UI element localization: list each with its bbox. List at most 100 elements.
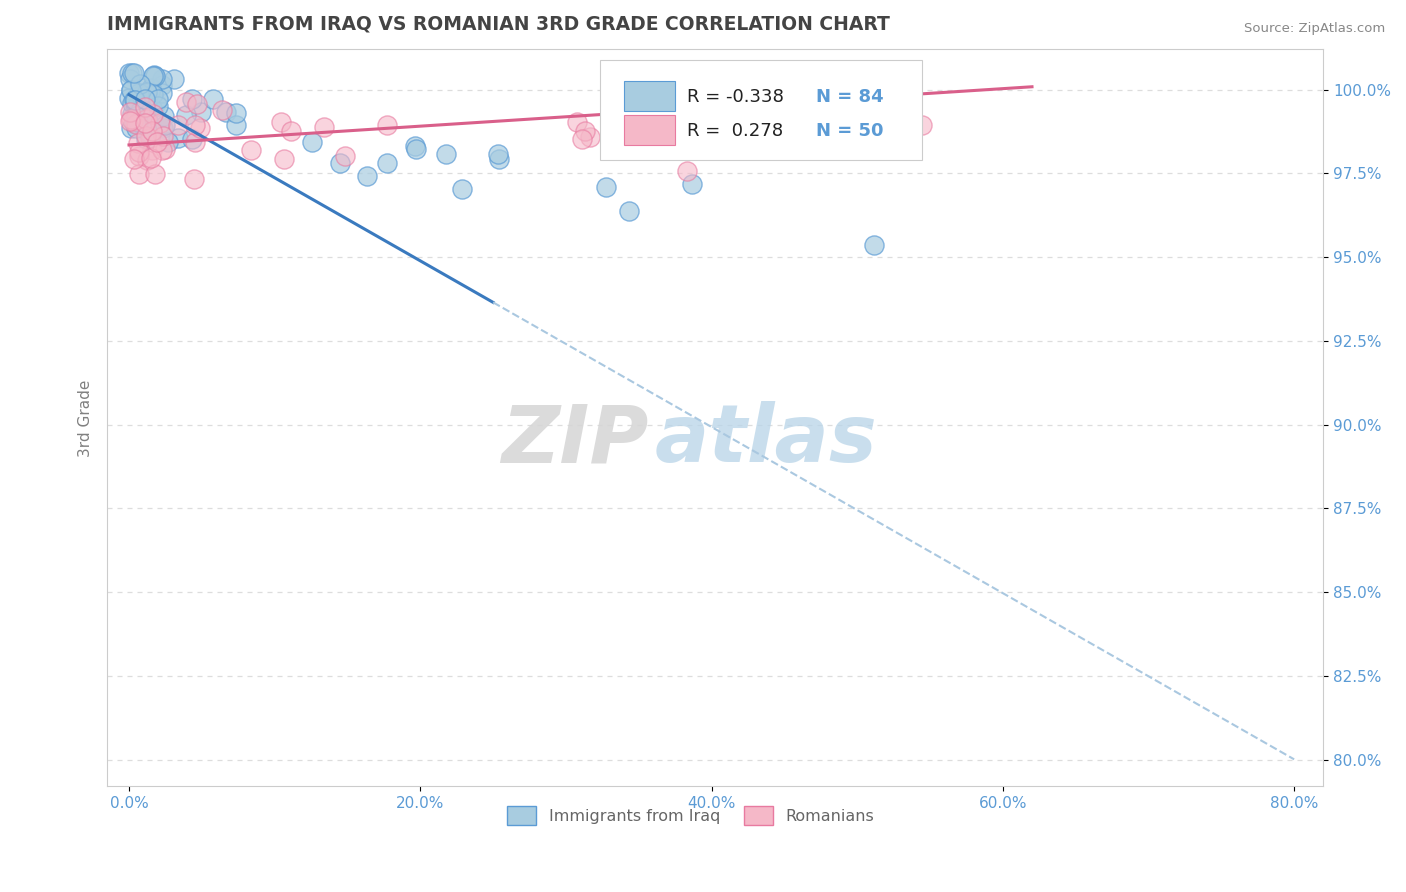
Point [603,140,626,154]
Point [488,153,510,167]
Point [125,120,148,135]
Text: R = -0.338: R = -0.338 [688,88,785,106]
Point [128,148,150,162]
Point [135,129,157,144]
Point [121,107,143,121]
Point [863,238,886,252]
Point [124,93,146,107]
Point [153,109,176,123]
Point [181,92,204,106]
Point [184,118,207,132]
Point [136,95,159,110]
Point [136,85,159,99]
Point [146,92,169,106]
Point [225,105,247,120]
Point [280,123,302,137]
Point [136,108,159,122]
Point [153,118,176,132]
Point [142,87,165,101]
Text: N = 50: N = 50 [815,122,883,140]
Text: N = 84: N = 84 [815,88,884,106]
Point [118,105,141,120]
Point [120,83,142,97]
Point [153,142,176,156]
Point [157,135,180,149]
Point [120,121,142,136]
Point [167,119,190,133]
Text: ZIP: ZIP [501,401,648,479]
Point [131,99,153,113]
Point [174,95,197,109]
Point [405,139,427,153]
Point [375,156,398,170]
Point [184,135,207,149]
Point [121,66,143,80]
Point [118,91,141,105]
Point [128,145,150,159]
Point [134,99,156,113]
Point [122,116,145,130]
Point [122,66,145,80]
Point [333,149,356,163]
Point [128,103,150,118]
Point [128,167,150,181]
FancyBboxPatch shape [624,115,675,145]
Point [150,72,173,87]
Point [121,96,143,111]
Point [273,152,295,166]
Point [312,120,335,135]
Point [486,146,509,161]
Point [571,132,593,146]
Point [131,121,153,136]
Point [676,163,699,178]
Point [356,169,378,183]
Point [135,102,157,116]
Point [375,118,398,132]
Point [565,115,588,129]
Point [125,100,148,114]
Point [329,156,352,170]
Legend: Immigrants from Iraq, Romanians: Immigrants from Iraq, Romanians [501,799,880,831]
Point [122,94,145,108]
Point [751,118,773,132]
Point [135,153,157,167]
Text: IMMIGRANTS FROM IRAQ VS ROMANIAN 3RD GRADE CORRELATION CHART: IMMIGRANTS FROM IRAQ VS ROMANIAN 3RD GRA… [107,15,890,34]
Point [141,80,163,95]
Point [143,167,166,181]
Point [673,103,696,117]
Point [180,132,202,146]
Point [138,120,160,134]
Point [141,124,163,138]
Point [434,146,457,161]
Point [120,83,142,97]
Point [135,132,157,146]
Point [579,130,602,145]
Point [183,171,205,186]
Point [595,179,617,194]
Point [125,109,148,123]
Point [240,143,263,157]
Point [682,88,704,103]
Point [270,115,292,129]
Point [681,178,703,192]
Point [129,88,152,103]
Point [142,107,165,121]
Point [128,87,150,101]
Point [129,77,152,91]
Point [574,123,596,137]
Point [138,127,160,141]
Point [150,143,173,157]
Point [148,116,170,130]
Point [131,115,153,129]
Text: R =  0.278: R = 0.278 [688,122,783,140]
Text: atlas: atlas [654,401,877,479]
Point [127,136,149,151]
Point [134,92,156,106]
Point [145,95,167,110]
Point [152,121,174,136]
Point [162,72,184,87]
Point [127,105,149,120]
Point [152,128,174,143]
Point [166,130,188,145]
Point [301,135,323,149]
